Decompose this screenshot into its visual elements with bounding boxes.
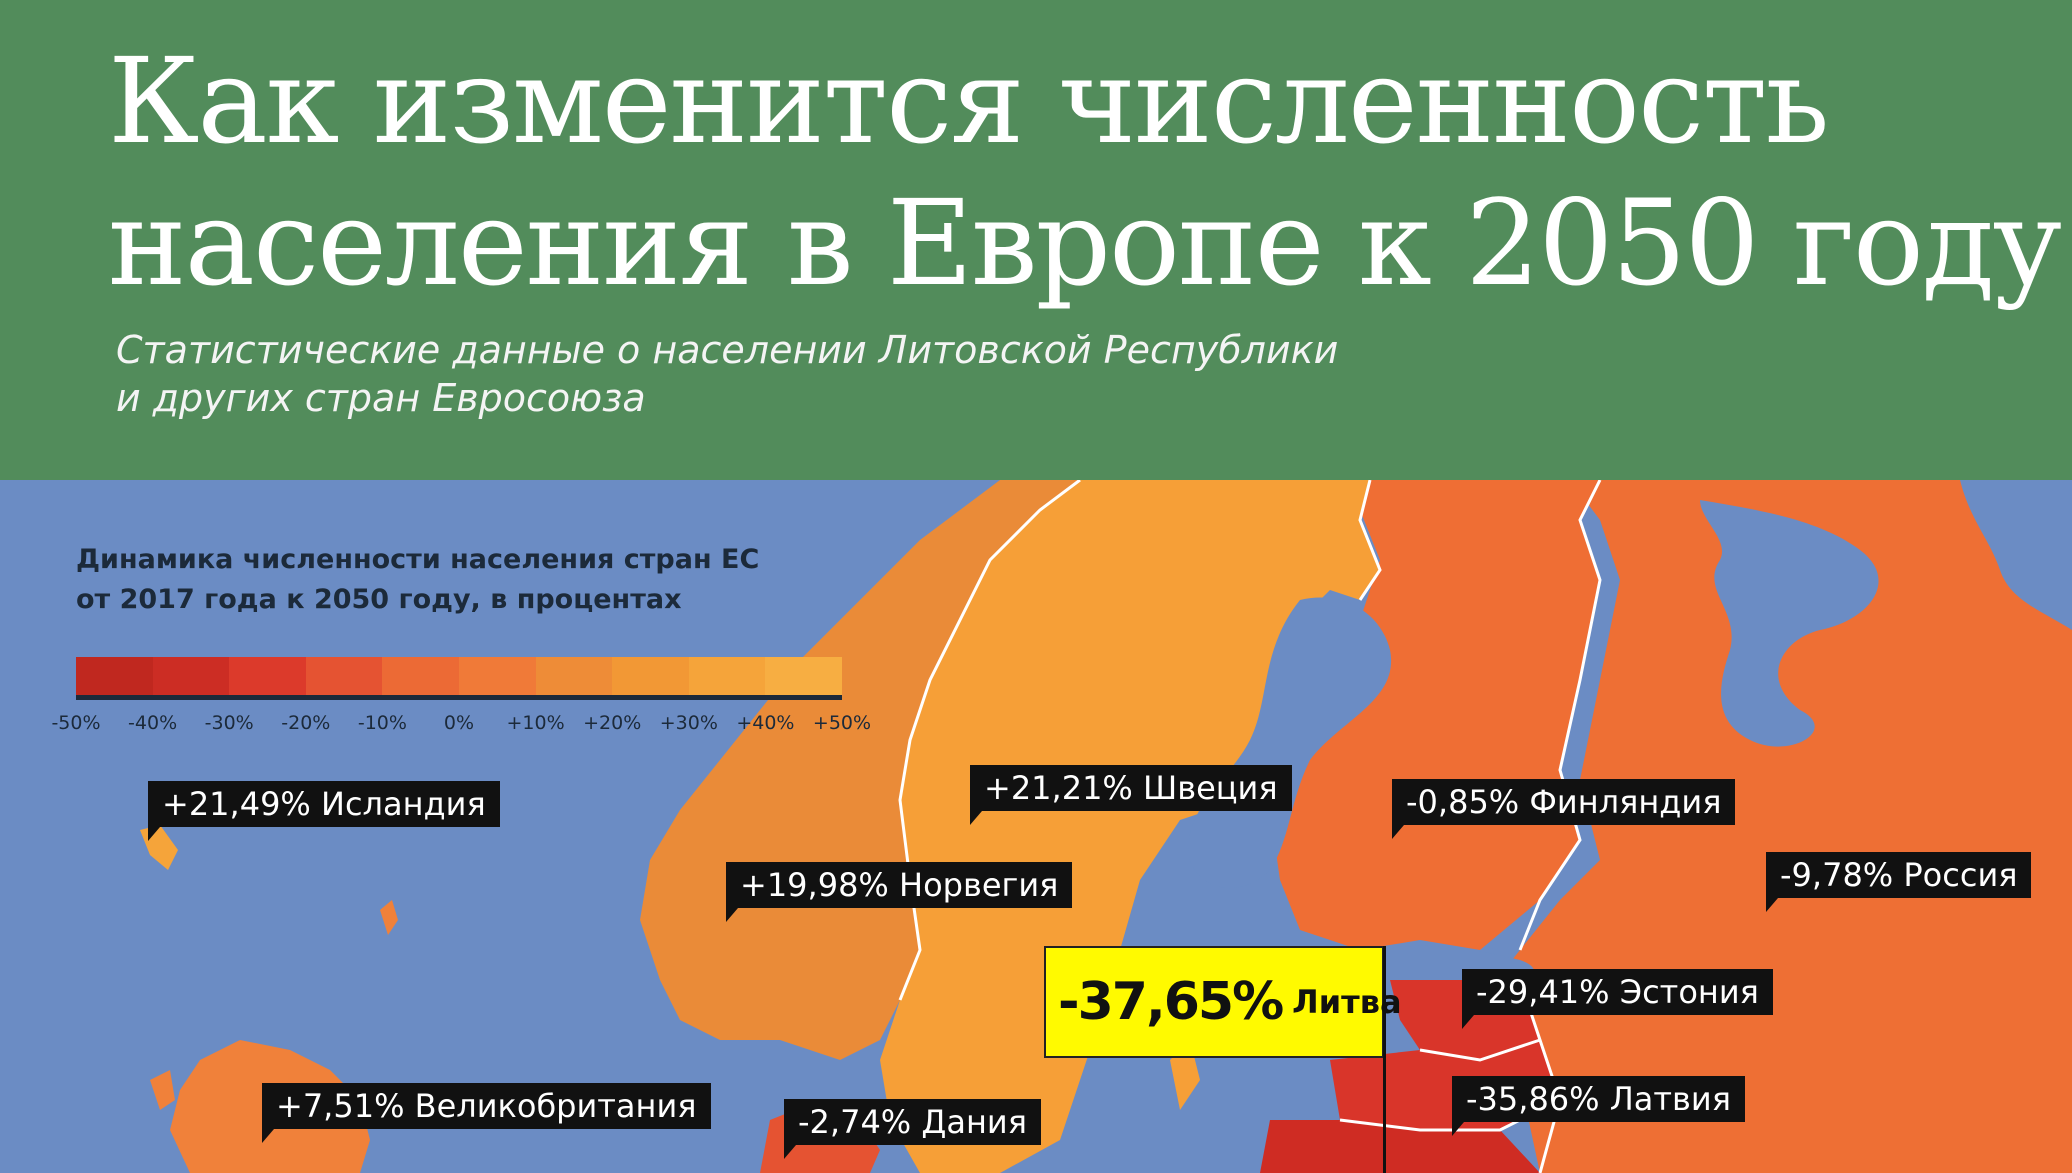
white-sea bbox=[1700, 500, 1879, 747]
label-latvia: -35,86% Латвия bbox=[1452, 1076, 1745, 1136]
label-latvia-value: -35,86% bbox=[1466, 1080, 1600, 1118]
country-finland bbox=[1270, 480, 1600, 950]
callout-value: -37,65% bbox=[1058, 972, 1284, 1032]
legend-ticks: -50% -40% -30% -20% -10% 0% +10% +20% +30% +40% +5… bbox=[51, 712, 871, 742]
label-iceland: +21,49% Исландия bbox=[148, 781, 500, 841]
legend-title-line-2: от 2017 года к 2050 году, в процентах bbox=[76, 584, 682, 615]
europe-map bbox=[0, 480, 2072, 1173]
legend-tick: +30% bbox=[659, 712, 718, 734]
lithuania-callout: -37,65% Литва bbox=[1044, 946, 1402, 1058]
border-sweden-finland bbox=[1358, 480, 1382, 601]
subtitle-line-1: Статистические данные о населении Литовс… bbox=[116, 328, 1339, 372]
legend-tick: -50% bbox=[51, 712, 101, 734]
label-estonia-value: -29,41% bbox=[1476, 973, 1610, 1011]
label-denmark-value: -2,74% bbox=[798, 1103, 912, 1141]
legend-color-scale bbox=[76, 657, 842, 700]
label-iceland-name: Исландия bbox=[321, 785, 486, 823]
title-line-2: населения в Европе к 2050 году bbox=[108, 174, 2062, 312]
legend-segment bbox=[152, 657, 230, 695]
label-uk-value: +7,51% bbox=[276, 1087, 405, 1125]
label-finland-name: Финляндия bbox=[1529, 783, 1722, 821]
legend-segment bbox=[535, 657, 613, 695]
legend-tick: +40% bbox=[736, 712, 795, 734]
label-russia-name: Россия bbox=[1903, 856, 2018, 894]
label-russia: -9,78% Россия bbox=[1766, 852, 2032, 912]
legend-tick: -10% bbox=[357, 712, 407, 734]
label-finland: -0,85% Финляндия bbox=[1392, 779, 1736, 839]
legend-tick: -30% bbox=[204, 712, 254, 734]
label-norway-name: Норвегия bbox=[899, 866, 1059, 904]
label-estonia-name: Эстония bbox=[1619, 973, 1759, 1011]
label-uk-name: Великобритания bbox=[414, 1087, 697, 1125]
label-latvia-name: Латвия bbox=[1609, 1080, 1731, 1118]
label-estonia: -29,41% Эстония bbox=[1462, 969, 1773, 1029]
label-uk: +7,51% Великобритания bbox=[262, 1083, 711, 1143]
label-norway-value: +19,98% bbox=[740, 866, 889, 904]
label-sweden-value: +21,21% bbox=[984, 769, 1133, 807]
russia-north-coast bbox=[1960, 480, 2072, 630]
legend-tick: +20% bbox=[583, 712, 642, 734]
legend-segment bbox=[229, 657, 306, 695]
legend-segment bbox=[612, 657, 689, 695]
label-russia-value: -9,78% bbox=[1780, 856, 1894, 894]
legend-tick: -40% bbox=[128, 712, 178, 734]
legend-segment bbox=[382, 657, 459, 695]
label-iceland-value: +21,49% bbox=[162, 785, 311, 823]
label-sweden-name: Швеция bbox=[1143, 769, 1278, 807]
callout-leader-line bbox=[1383, 946, 1386, 1173]
label-finland-value: -0,85% bbox=[1406, 783, 1520, 821]
legend-title-line-1: Динамика численности населения стран ЕС bbox=[76, 544, 760, 575]
legend-tick: +10% bbox=[506, 712, 565, 734]
legend-segment bbox=[305, 657, 383, 695]
country-sweden bbox=[880, 480, 1380, 1173]
border-norway-sweden bbox=[898, 480, 1081, 1001]
legend-segment bbox=[765, 657, 842, 695]
country-norway bbox=[640, 480, 1080, 1060]
page-subtitle: Статистические данные о населении Литовс… bbox=[116, 326, 1338, 422]
page-title: Как изменится численность населения в Ев… bbox=[108, 30, 2062, 314]
label-denmark: -2,74% Дания bbox=[784, 1099, 1041, 1159]
legend-tick: 0% bbox=[443, 712, 475, 734]
gulf-of-bothnia bbox=[1188, 597, 1392, 889]
label-norway: +19,98% Норвегия bbox=[726, 862, 1073, 922]
border-finland-russia bbox=[1518, 480, 1602, 951]
label-denmark-name: Дания bbox=[921, 1103, 1027, 1141]
uk-islands bbox=[150, 1070, 175, 1110]
legend-tick: +50% bbox=[812, 712, 872, 734]
legend-segment bbox=[458, 657, 536, 695]
legend-title: Динамика численности населения стран ЕС … bbox=[76, 540, 759, 620]
country-lithuania bbox=[1260, 1120, 1540, 1173]
title-line-1: Как изменится численность bbox=[108, 32, 1830, 170]
legend-segment bbox=[688, 657, 766, 695]
header-banner: Как изменится численность населения в Ев… bbox=[0, 0, 2072, 480]
island-faroe bbox=[380, 900, 398, 935]
subtitle-line-2: и других стран Евросоюза bbox=[116, 376, 646, 420]
legend-tick: -20% bbox=[281, 712, 331, 734]
legend-segment bbox=[76, 657, 153, 695]
label-sweden: +21,21% Швеция bbox=[970, 765, 1292, 825]
